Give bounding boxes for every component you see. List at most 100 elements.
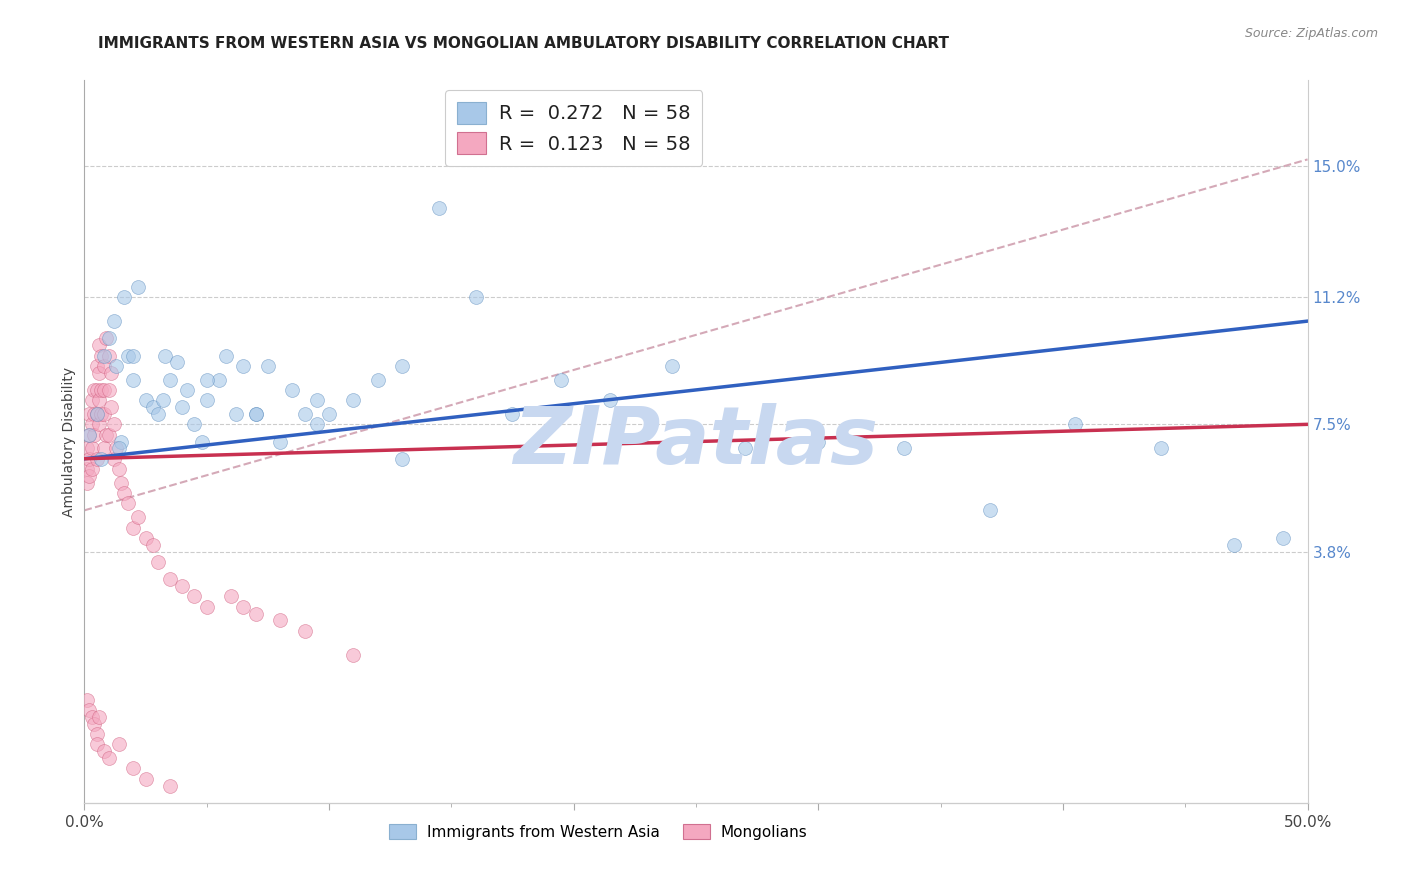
Point [103, 314, 125, 328]
Point [215, 349, 238, 363]
Point [550, 373, 572, 387]
Point [83, 716, 105, 731]
Point [269, 614, 291, 628]
Point [90, 383, 112, 397]
Point [1150, 442, 1173, 456]
Point [391, 359, 413, 373]
Legend: Immigrants from Western Asia, Mongolians: Immigrants from Western Asia, Mongolians [382, 818, 814, 846]
Point [93, 383, 115, 397]
Point [159, 373, 181, 387]
Point [152, 393, 174, 408]
Point [176, 383, 198, 397]
Point [77, 469, 100, 483]
Point [86, 407, 108, 421]
Point [80, 462, 103, 476]
Point [195, 393, 218, 408]
Point [100, 366, 122, 380]
Point [661, 359, 683, 373]
Point [76, 462, 98, 476]
Point [76, 692, 98, 706]
Point [93, 349, 115, 363]
Point [122, 373, 145, 387]
Point [502, 407, 524, 421]
Point [135, 531, 157, 545]
Point [1223, 538, 1246, 552]
Point [90, 349, 112, 363]
Y-axis label: Ambulatory Disability: Ambulatory Disability [62, 367, 76, 516]
Point [87, 710, 110, 724]
Point [105, 442, 128, 456]
Point [87, 417, 110, 432]
Point [367, 373, 389, 387]
Point [96, 331, 118, 345]
Point [100, 400, 122, 414]
Point [80, 442, 103, 456]
Point [86, 737, 108, 751]
Point [153, 349, 176, 363]
Point [342, 393, 364, 408]
Point [269, 434, 291, 449]
Point [122, 349, 145, 363]
Point [83, 407, 105, 421]
Point [245, 407, 267, 421]
Point [80, 710, 103, 724]
Point [86, 407, 108, 421]
Point [117, 349, 139, 363]
Point [142, 538, 165, 552]
Point [135, 772, 157, 786]
Point [77, 407, 100, 421]
Point [90, 407, 112, 421]
Point [294, 624, 316, 638]
Point [232, 599, 254, 614]
Point [127, 279, 149, 293]
Point [86, 383, 108, 397]
Point [103, 451, 125, 466]
Point [97, 349, 120, 363]
Point [93, 442, 115, 456]
Point [191, 434, 214, 449]
Point [112, 290, 135, 304]
Point [93, 407, 115, 421]
Point [305, 417, 328, 432]
Point [97, 331, 120, 345]
Point [87, 366, 110, 380]
Point [195, 373, 218, 387]
Point [183, 590, 205, 604]
Point [83, 427, 105, 442]
Point [245, 607, 267, 621]
Point [122, 520, 145, 534]
Point [105, 359, 128, 373]
Point [107, 737, 129, 751]
Point [86, 451, 108, 466]
Point [110, 475, 132, 490]
Point [80, 417, 103, 432]
Point [305, 393, 328, 408]
Point [77, 703, 100, 717]
Point [807, 434, 830, 449]
Point [76, 475, 98, 490]
Point [342, 648, 364, 662]
Point [107, 442, 129, 456]
Point [112, 486, 135, 500]
Point [76, 442, 98, 456]
Point [122, 761, 145, 775]
Point [142, 400, 165, 414]
Point [135, 393, 157, 408]
Point [219, 590, 242, 604]
Point [281, 383, 304, 397]
Point [208, 373, 231, 387]
Point [172, 579, 194, 593]
Point [225, 407, 247, 421]
Point [107, 462, 129, 476]
Point [110, 434, 132, 449]
Point [86, 359, 108, 373]
Point [146, 555, 169, 569]
Point [893, 442, 915, 456]
Point [97, 751, 120, 765]
Point [195, 599, 218, 614]
Point [599, 393, 621, 408]
Point [159, 779, 181, 793]
Point [464, 290, 486, 304]
Point [294, 407, 316, 421]
Point [159, 572, 181, 586]
